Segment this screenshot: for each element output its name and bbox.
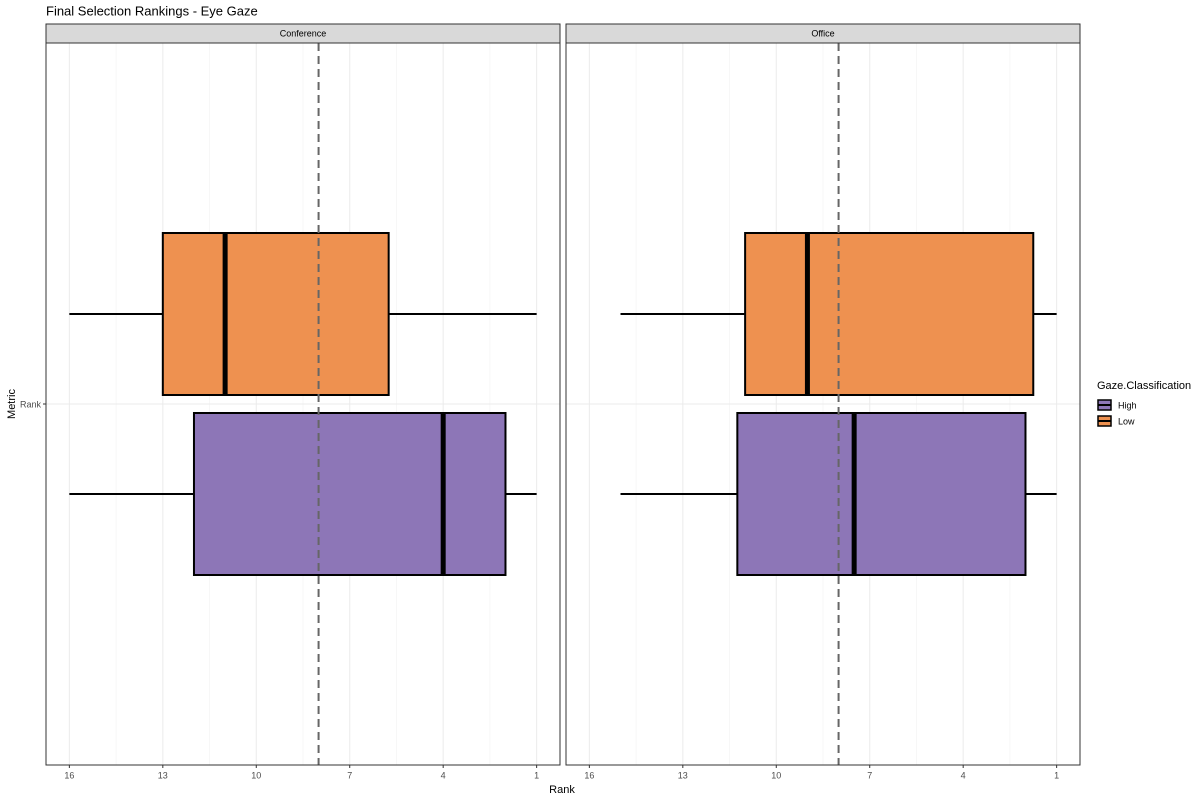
box	[161, 232, 390, 396]
y-tick-label: Rank	[20, 399, 42, 409]
x-tick-label: 16	[64, 770, 74, 780]
x-tick-label: 4	[441, 770, 446, 780]
y-axis-label: Metric	[6, 389, 18, 419]
x-tick-label: 13	[678, 770, 688, 780]
legend-label: Low	[1118, 416, 1135, 426]
chart-title: Final Selection Rankings - Eye Gaze	[46, 3, 258, 18]
facet-label: Conference	[280, 28, 327, 38]
x-tick-label: 10	[771, 770, 781, 780]
x-tick-label: 1	[534, 770, 539, 780]
legend-title: Gaze.Classification	[1097, 380, 1191, 392]
legend-label: High	[1118, 400, 1137, 410]
facet-label: Office	[811, 28, 834, 38]
x-tick-label: 7	[347, 770, 352, 780]
x-tick-label: 7	[867, 770, 872, 780]
panel-border	[565, 42, 1081, 766]
x-tick-label: 4	[961, 770, 966, 780]
box	[744, 232, 1035, 396]
x-axis-label: Rank	[549, 784, 575, 796]
x-tick-label: 13	[158, 770, 168, 780]
x-tick-label: 16	[584, 770, 594, 780]
box	[192, 412, 507, 576]
x-tick-label: 10	[251, 770, 261, 780]
x-tick-label: 1	[1054, 770, 1059, 780]
box	[736, 412, 1027, 576]
